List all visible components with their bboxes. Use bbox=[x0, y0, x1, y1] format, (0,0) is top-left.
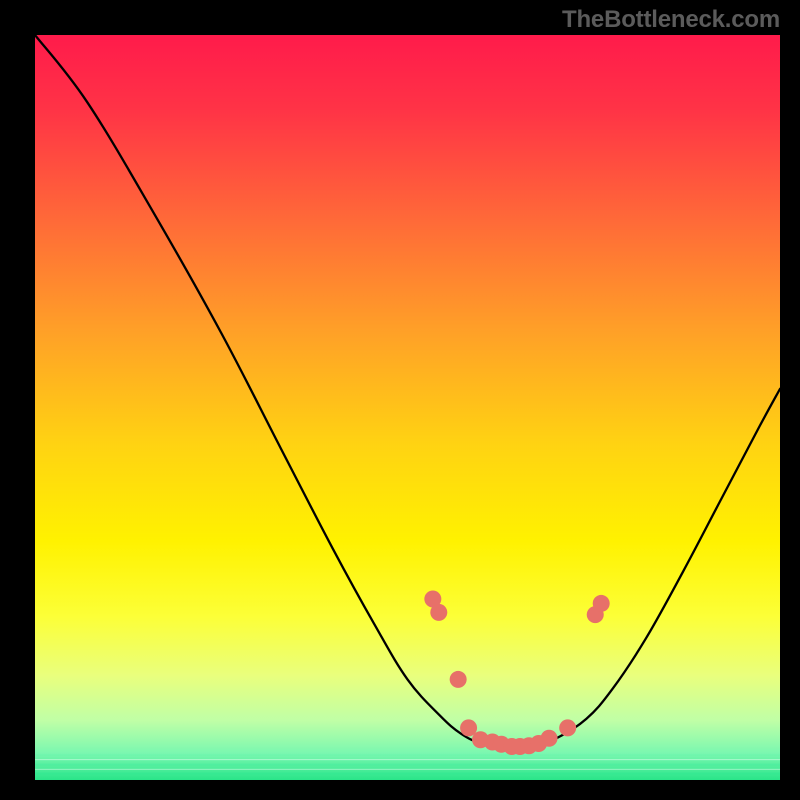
watermark-text: TheBottleneck.com bbox=[562, 6, 780, 34]
plot-area bbox=[35, 35, 780, 780]
chart-dots bbox=[35, 35, 780, 780]
chart-stage: TheBottleneck.com bbox=[0, 0, 800, 800]
